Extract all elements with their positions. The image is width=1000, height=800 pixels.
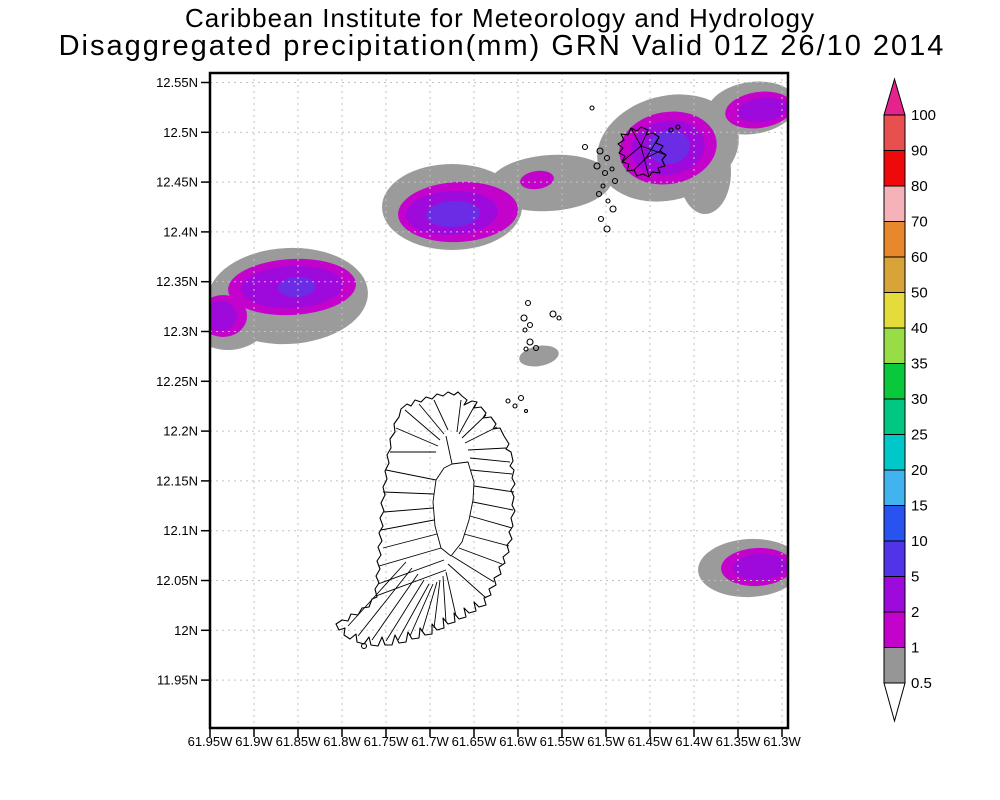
colorbar-below-min-arrow [883,682,906,723]
colorbar-segment [883,576,906,613]
x-axis-label: 61.6W [499,734,537,749]
colorbar-label: 100 [911,107,936,124]
colorbar-segment [883,327,906,364]
x-axis-label: 61.5W [587,734,625,749]
colorbar-label: 80 [911,178,928,195]
grenada-island-outline [335,391,516,647]
y-axis-label: 12.35N [156,274,198,289]
precip-cell [737,97,787,123]
y-axis-label: 12.15N [156,473,198,488]
x-axis-label: 61.75W [364,734,410,749]
colorbar-label: 5 [911,569,919,586]
colorbar-segment [883,185,906,222]
colorbar-label: 2 [911,604,919,621]
y-axis-label: 12.45N [156,175,198,190]
colorbar-label: 90 [911,143,928,160]
colorbar-label: 1 [911,640,919,657]
x-axis-label: 61.7W [411,734,449,749]
colorbar-legend: 100 90 80 70 60 50 40 35 30 25 20 15 10 5 2 1 0.5 [883,77,936,723]
y-axis-label: 11.95N [157,673,198,688]
colorbar-segment [883,505,906,542]
colorbar-label: 60 [911,249,928,266]
x-axis-label: 61.35W [716,734,762,749]
precipitation-contours [210,81,788,598]
colorbar-label: 10 [911,533,928,550]
colorbar-label: 30 [911,391,928,408]
y-axis-label: 12.2N [163,424,198,439]
colorbar-label: 40 [911,320,928,337]
colorbar-segment [883,647,906,684]
colorbar-label: 50 [911,285,928,302]
colorbar-above-max-arrow [883,77,906,116]
y-axis-label: 12.25N [156,374,198,389]
colorbar-segment [883,363,906,400]
x-axis-label: 61.4W [675,734,713,749]
colorbar-segment [883,611,906,648]
carriacou-parish-boundaries [621,127,667,178]
grid-group [209,73,788,728]
y-axis-label: 12.1N [163,523,198,538]
x-axis-label: 61.55W [540,734,586,749]
colorbar-segment [883,398,906,435]
y-axis-label: 12.3N [163,324,198,339]
colorbar-segment [883,114,906,151]
colorbar-label: 70 [911,214,928,231]
carriacou-island-outline [617,126,667,178]
axes: 12.55N 12.5N 12.45N 12.4N 12.35N 12.3N 12.25N 1… [156,75,801,749]
x-axis-label: 61.45W [628,734,674,749]
colorbar-segment [883,540,906,577]
colorbar-label: 20 [911,462,928,479]
x-axis-label: 61.65W [452,734,498,749]
colorbar-label: 35 [911,356,928,373]
colorbar-label: 15 [911,498,928,515]
y-axis-label: 12.55N [156,75,198,90]
colorbar-segment [883,221,906,258]
x-axis-label: 61.8W [323,734,361,749]
x-axis-label: 61.9W [235,734,273,749]
y-axis-label: 12.5N [163,125,198,140]
precip-cell [733,553,787,581]
colorbar-segment [883,292,906,329]
colorbar-segment [883,434,906,471]
precip-cell [520,170,554,190]
small-islets [360,105,681,650]
precip-cell [519,345,559,367]
island-outlines [335,105,681,650]
colorbar-label: 0.5 [911,675,932,692]
tick-marks [201,81,783,737]
y-axis-label: 12N [174,623,198,638]
map-frame [208,71,790,730]
x-axis-label: 61.95W [188,734,234,749]
colorbar-segment [883,256,906,293]
grid-lines [209,73,788,728]
y-axis-label: 12.4N [163,224,198,239]
grenada-watershed-boundaries [347,399,515,642]
organization-title: Caribbean Institute for Meteorology and … [185,3,815,33]
chart-title: Disaggregated precipitation(mm) GRN Vali… [59,30,946,62]
colorbar-segment [883,469,906,506]
colorbar-label: 25 [911,427,928,444]
precip-cell [210,301,237,331]
x-axis-label: 61.3W [763,734,801,749]
colorbar-segment [883,150,906,187]
x-axis-label: 61.85W [276,734,322,749]
precip-cell [426,200,480,228]
y-axis-label: 12.05N [156,573,198,588]
